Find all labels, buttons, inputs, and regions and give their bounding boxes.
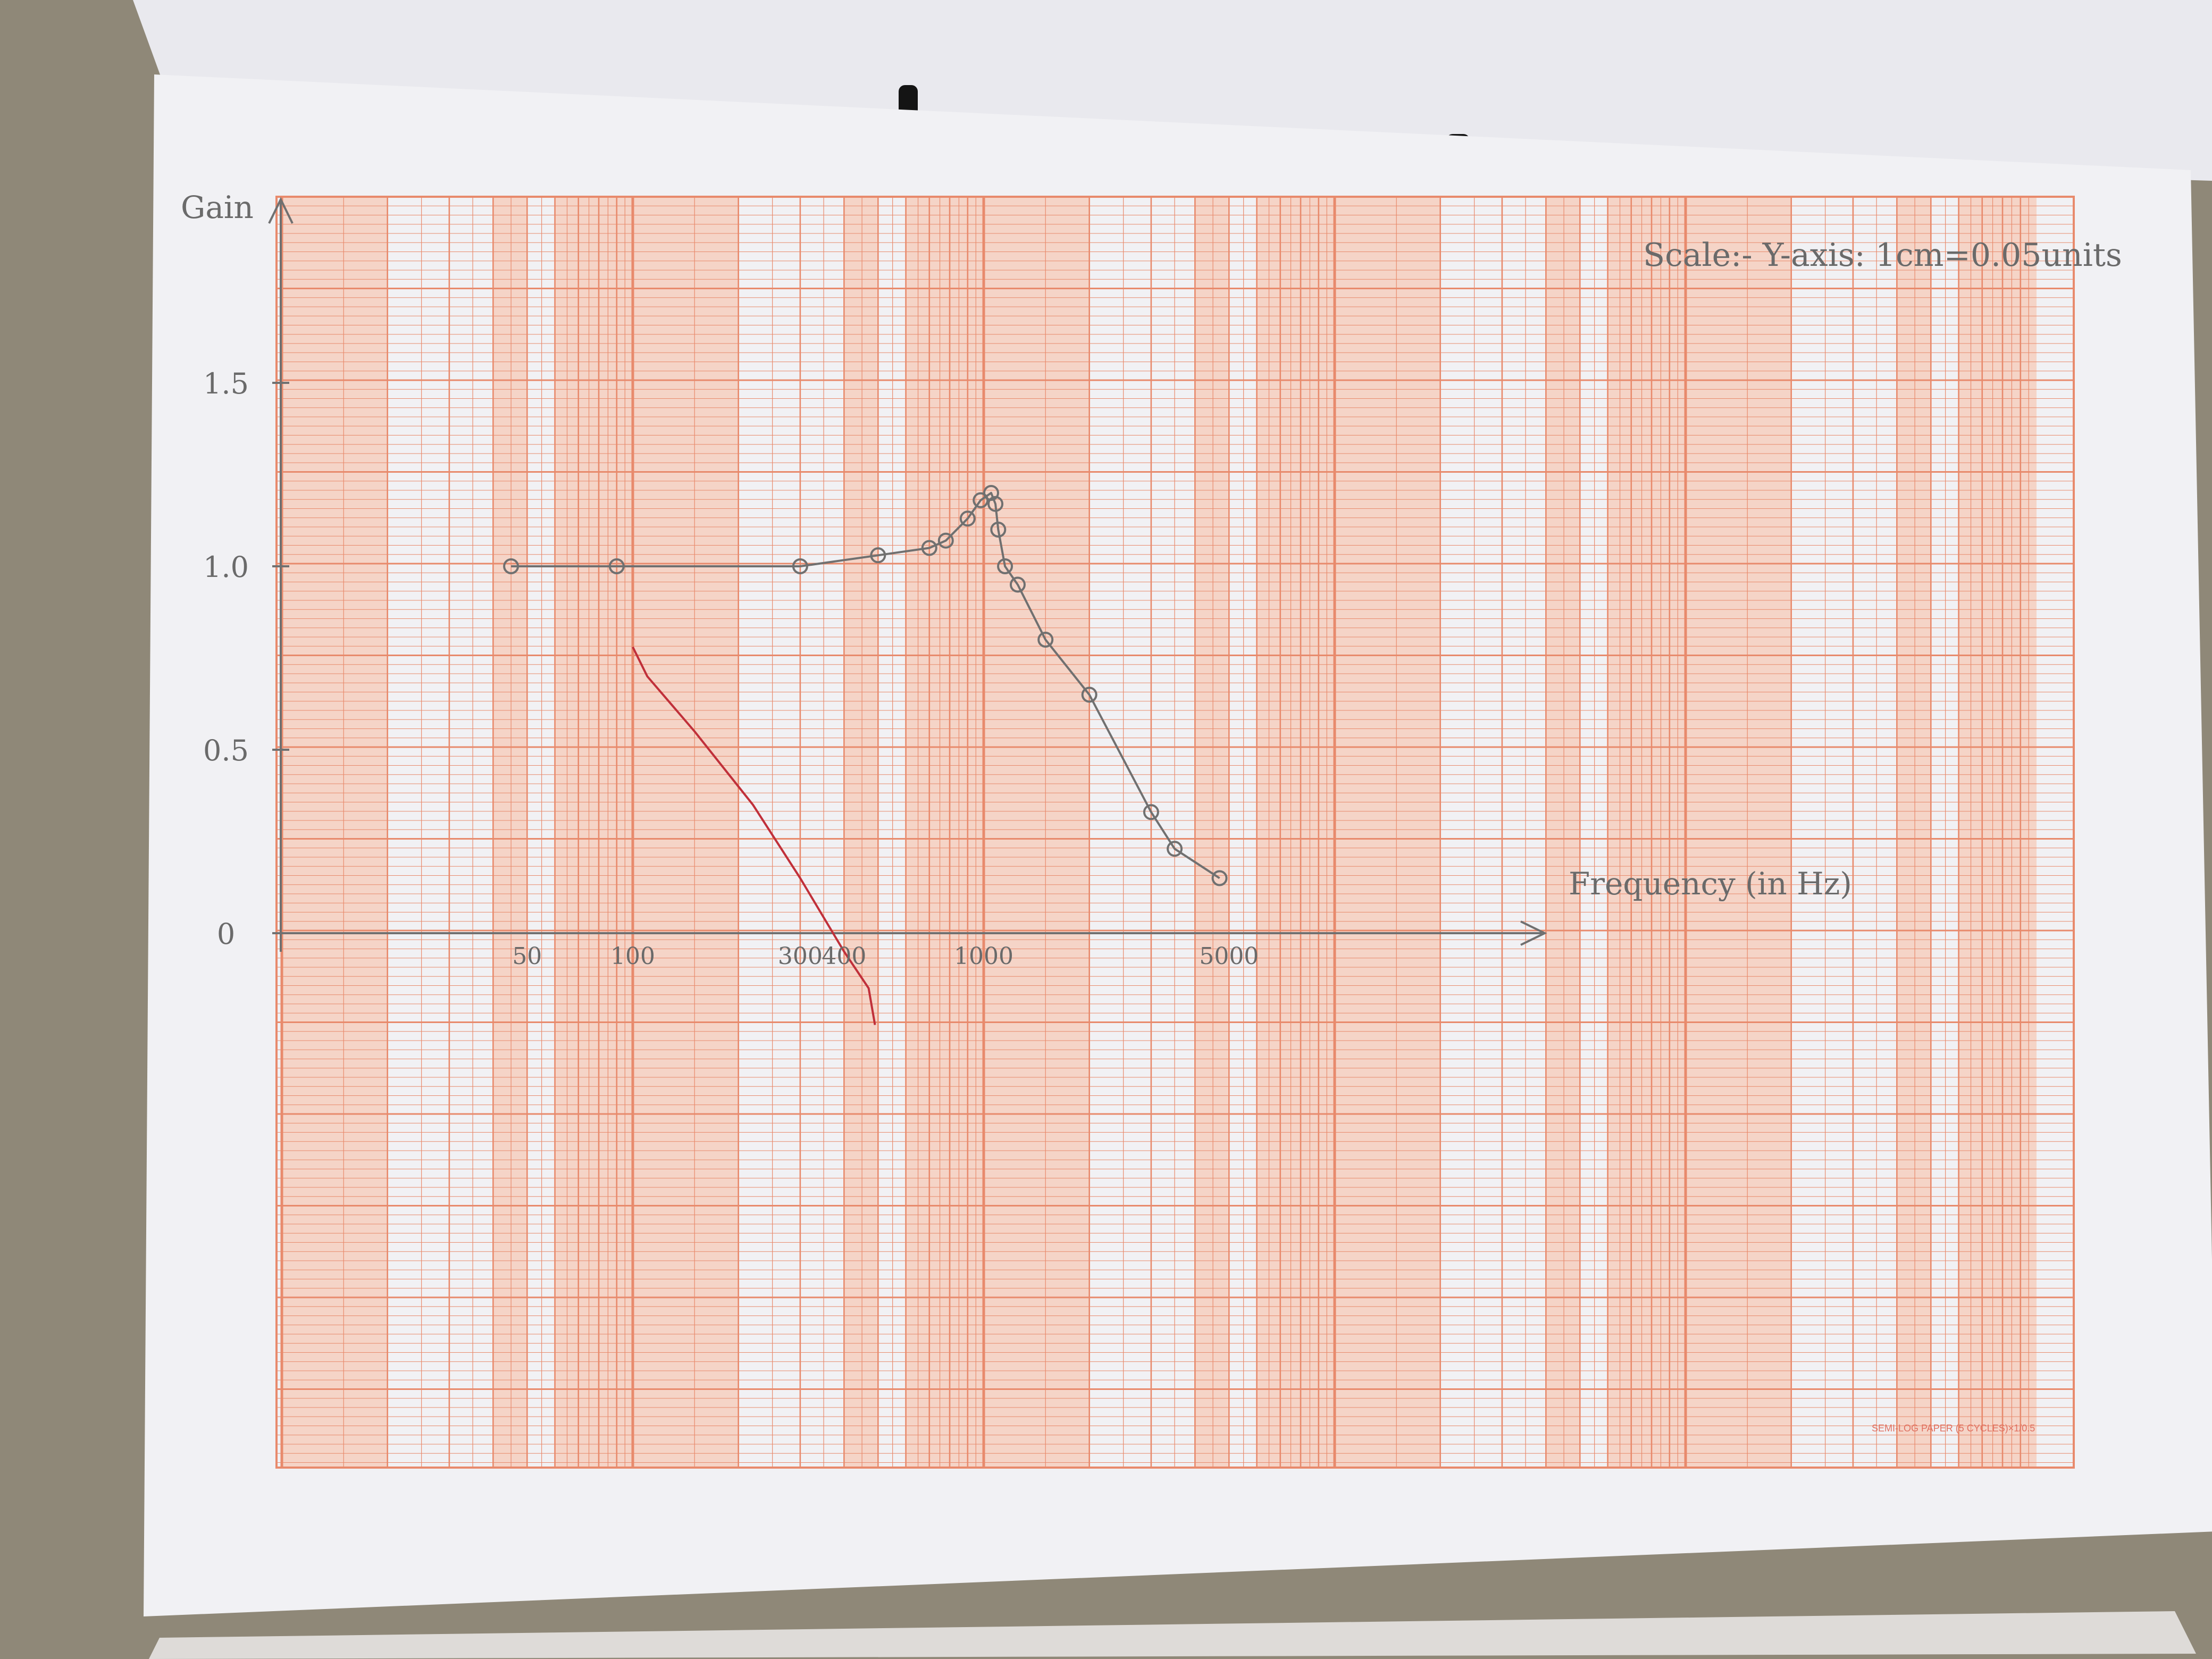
data-point [503, 558, 520, 574]
data-point [959, 510, 976, 527]
x-axis-arrow [1520, 920, 1547, 946]
data-point [1009, 576, 1026, 593]
data-series [503, 485, 1228, 1025]
data-point [973, 492, 989, 508]
shading-band [282, 197, 388, 1468]
axes [268, 197, 1547, 952]
shading-band [1195, 197, 1229, 1468]
x-axis-title: Frequency (in Hz) [1569, 866, 1852, 902]
x-tick-label: 400 [822, 943, 866, 970]
shading-band [984, 197, 1090, 1468]
paper-stack-edge [149, 1611, 2196, 1659]
data-point [937, 532, 954, 549]
data-point [1037, 632, 1054, 648]
data-point [792, 558, 808, 574]
grid-border [275, 196, 2075, 1469]
y-axis-title: Gain [181, 189, 254, 225]
paper-shading-bands [282, 197, 2037, 1468]
shading-band [1546, 197, 1580, 1468]
data-point [608, 558, 625, 574]
y-tick-label: 1.0 [203, 550, 249, 584]
data-point [1081, 686, 1097, 703]
shading-band [1607, 197, 1686, 1468]
scale-note: Scale:- Y-axis: 1cm=0.05units [1643, 237, 2122, 274]
upper-page [133, 0, 2212, 181]
semi-log-grid [275, 196, 2075, 1469]
x-tick-label: 50 [512, 943, 542, 970]
data-point [1167, 841, 1183, 857]
data-point [921, 540, 937, 556]
y-axis-arrow [268, 197, 294, 224]
x-tick-label: 300 [778, 943, 823, 970]
data-point [987, 496, 1004, 512]
series-red-line [632, 646, 876, 1025]
data-point [1211, 870, 1228, 886]
shading-band [906, 197, 984, 1468]
data-point [870, 547, 886, 564]
paper-footer: SEMI-LOG PAPER (5 CYCLES)×1/0.5 [1872, 1423, 2035, 1434]
data-point [1143, 804, 1159, 820]
axis-labels: Gain Frequency (in Hz) Scale:- Y-axis: 1… [181, 189, 2122, 1434]
shading-band [1686, 197, 1791, 1468]
x-tick-label: 100 [610, 943, 655, 970]
shading-band [1897, 197, 1931, 1468]
y-tick-label: 0.5 [203, 734, 249, 767]
shading-band [633, 197, 739, 1468]
data-point [997, 558, 1013, 574]
x-tick-label: 1000 [954, 943, 1013, 970]
shading-band [1335, 197, 1440, 1468]
y-tick-label: 1.5 [203, 367, 249, 400]
y-tick-label: 0 [217, 917, 235, 951]
x-tick-label: 5000 [1199, 943, 1259, 970]
shading-band [1256, 197, 1335, 1468]
data-point [990, 522, 1007, 538]
shading-band [1958, 197, 2037, 1468]
shading-band [493, 197, 527, 1468]
shading-band [555, 197, 633, 1468]
shading-band [844, 197, 878, 1468]
